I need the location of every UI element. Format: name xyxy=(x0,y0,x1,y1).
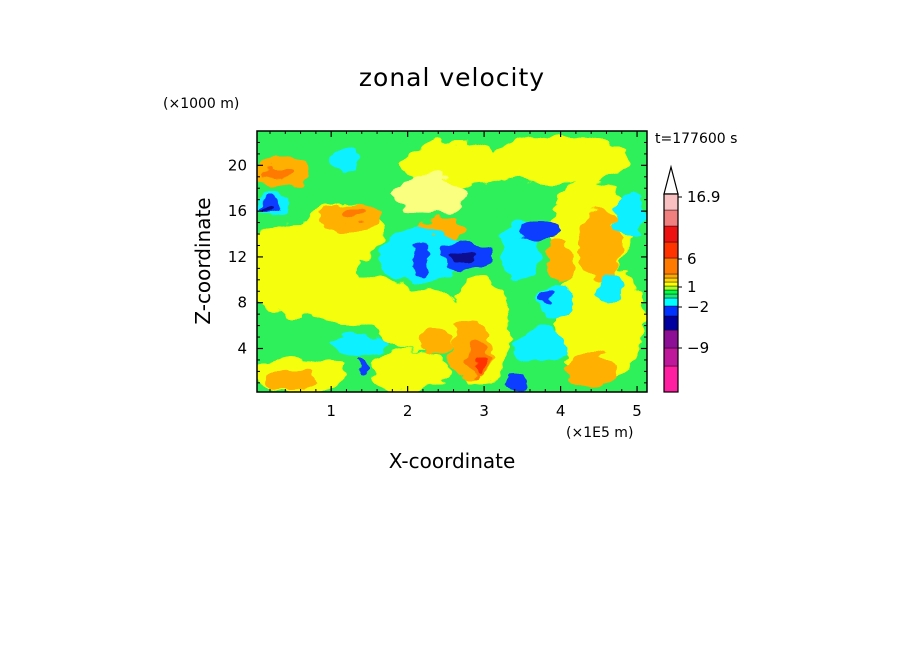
colorbar-swatch xyxy=(663,329,679,349)
colorbar-label: 6 xyxy=(687,250,697,268)
colorbar-swatch xyxy=(663,293,679,299)
contour-orange-region xyxy=(562,354,618,386)
y-tick-label: 16 xyxy=(228,202,247,220)
colorbar-swatch xyxy=(663,241,679,259)
contour-dark-orange-region xyxy=(341,208,369,220)
contour-orange-region xyxy=(546,238,574,282)
contour-cyan-region xyxy=(616,193,644,237)
contour-light-yellow-region xyxy=(395,175,465,215)
colorbar-frame xyxy=(663,193,679,393)
colorbar-swatch xyxy=(663,347,679,367)
chart-title: zonal velocity xyxy=(359,63,545,92)
colorbar-swatch xyxy=(663,225,679,243)
time-label: t=177600 s xyxy=(655,131,737,147)
colorbar-swatch xyxy=(663,297,679,307)
colorbar-swatch xyxy=(663,193,679,211)
contour-cyan-region xyxy=(598,272,622,308)
plot-frame xyxy=(256,130,648,393)
colorbar-swatch xyxy=(663,365,679,393)
y-axis: 4 8 12 16 20 xyxy=(228,141,647,384)
x-tick-label: 2 xyxy=(403,402,413,420)
y-scale-label: (×1000 m) xyxy=(163,96,239,112)
contour-blue-region xyxy=(505,374,525,390)
contour-blue-region xyxy=(410,242,430,278)
x-tick-label: 4 xyxy=(556,402,566,420)
contour-cyan-region xyxy=(331,148,359,172)
colorbar-label: 16.9 xyxy=(687,188,720,206)
contour-navy-region xyxy=(450,250,474,262)
contour-orange-region xyxy=(578,210,622,280)
y-axis-label: Z-coordinate xyxy=(191,197,215,324)
contour-blue-region xyxy=(540,290,552,304)
x-axis-label: X-coordinate xyxy=(389,449,516,473)
colorbar-swatch xyxy=(663,285,679,291)
colorbar-swatch xyxy=(663,305,679,317)
colorbar-label: 1 xyxy=(687,278,697,296)
colorbar-swatch xyxy=(663,281,679,287)
contour-navy-region xyxy=(261,203,271,211)
contour-blue-region xyxy=(357,360,367,370)
contour-orange-region xyxy=(265,370,315,390)
x-tick-label: 1 xyxy=(326,402,336,420)
colorbar-swatch xyxy=(663,315,679,331)
contour-red-region xyxy=(476,355,484,375)
heatmap-field xyxy=(257,131,647,392)
contour-yellow-region xyxy=(555,260,645,380)
x-scale-label: (×1E5 m) xyxy=(566,425,633,441)
contour-cyan-region xyxy=(512,329,568,361)
y-tick-label: 4 xyxy=(237,340,247,358)
colorbar-swatch xyxy=(663,257,679,275)
contour-yellow-region xyxy=(490,135,630,185)
contour-cyan-region xyxy=(330,333,390,357)
y-tick-label: 8 xyxy=(237,294,247,312)
colorbar-swatch xyxy=(663,209,679,227)
colorbar-label: −9 xyxy=(687,339,709,357)
y-tick-label: 20 xyxy=(228,156,247,174)
y-tick-label: 12 xyxy=(228,248,247,266)
x-tick-label: 5 xyxy=(632,402,642,420)
colorbar-swatch xyxy=(663,273,679,279)
contour-yellow-region xyxy=(370,350,450,390)
colorbar-label: −2 xyxy=(687,298,709,316)
colorbar: 16.9 6 1 −2 −9 xyxy=(663,164,720,393)
x-tick-label: 3 xyxy=(479,402,489,420)
colorbar-extend-triangle xyxy=(663,164,679,195)
colorbar-swatch xyxy=(663,289,679,295)
colorbar-swatch xyxy=(663,277,679,283)
contour-dark-orange-region xyxy=(261,166,289,178)
contour-blue-region xyxy=(520,221,560,239)
contour-orange-region xyxy=(421,326,449,354)
x-axis: 1 2 3 4 5 xyxy=(269,131,642,420)
